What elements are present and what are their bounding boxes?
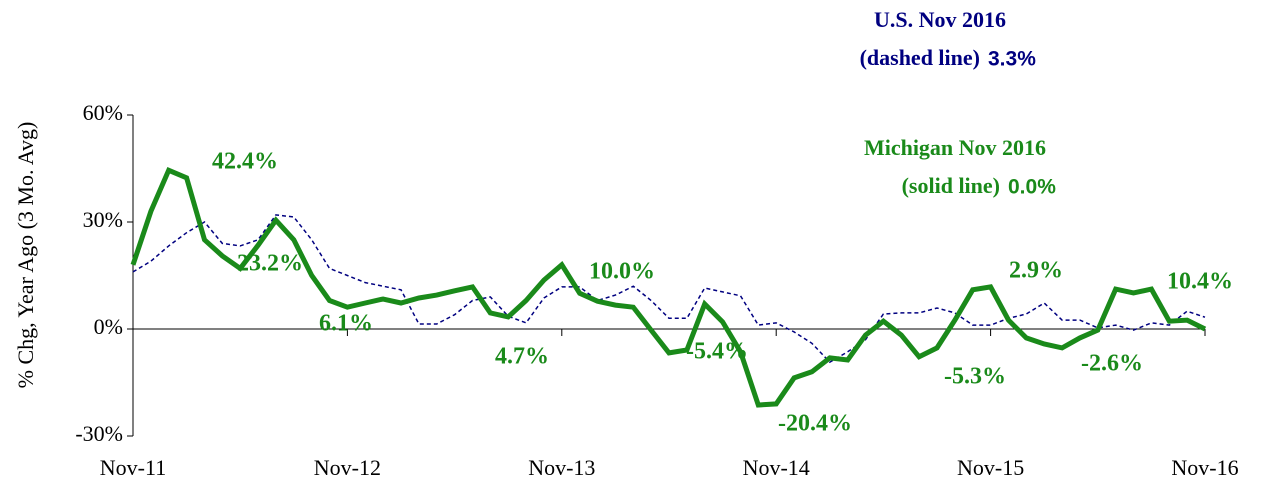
annotation: 23.2% bbox=[237, 251, 303, 277]
x-tick-label: Nov-13 bbox=[528, 455, 595, 480]
annotation: 6.1% bbox=[319, 311, 373, 337]
x-tick-label: Nov-14 bbox=[743, 455, 810, 480]
note-subtitle: (dashed line) bbox=[860, 45, 980, 70]
annotation: 10.0% bbox=[589, 259, 655, 285]
y-tick-label: 30% bbox=[83, 207, 123, 232]
x-tick-label: Nov-12 bbox=[314, 455, 381, 480]
annotation: 42.4% bbox=[212, 149, 278, 175]
x-tick-label: Nov-11 bbox=[100, 455, 166, 480]
note-subtitle: (solid line) bbox=[902, 173, 1000, 198]
annotation: -20.4% bbox=[778, 411, 852, 437]
line-michigan bbox=[130, 167, 1207, 408]
annotation: 10.4% bbox=[1167, 269, 1233, 295]
note-value: 3.3% bbox=[988, 48, 1036, 71]
note-title: U.S. Nov 2016 bbox=[874, 7, 1006, 32]
y-tick-label: 60% bbox=[83, 100, 123, 125]
annotation: -2.6% bbox=[1081, 351, 1143, 377]
note-title: Michigan Nov 2016 bbox=[864, 135, 1046, 160]
y-tick-label: 0% bbox=[94, 314, 123, 339]
note-value: 0.0% bbox=[1008, 176, 1056, 199]
annotation: -5.3% bbox=[944, 364, 1006, 390]
annotation: -5.4% bbox=[686, 339, 748, 365]
annotation: 2.9% bbox=[1009, 258, 1063, 284]
x-tick-label: Nov-16 bbox=[1171, 455, 1238, 480]
line-us bbox=[132, 214, 1206, 364]
annotation: 4.7% bbox=[495, 344, 549, 370]
y-axis-label: % Chg, Year Ago (3 Mo. Avg) bbox=[13, 122, 38, 389]
y-tick-label: -30% bbox=[75, 421, 123, 446]
x-tick-label: Nov-15 bbox=[957, 455, 1024, 480]
